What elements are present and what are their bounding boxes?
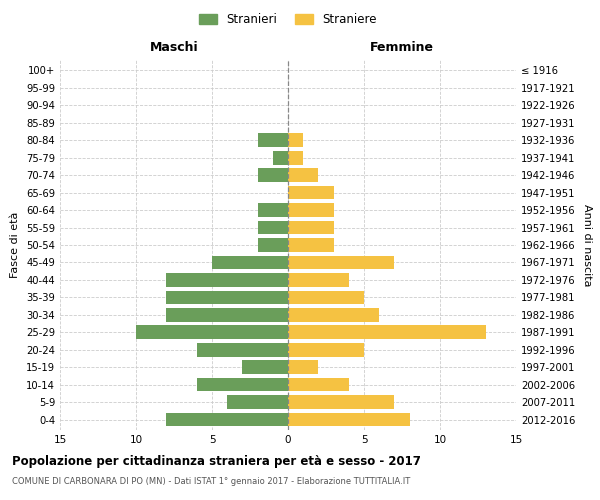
Bar bbox=[288, 290, 364, 304]
Bar bbox=[166, 412, 288, 426]
Bar bbox=[166, 290, 288, 304]
Bar bbox=[288, 412, 410, 426]
Bar bbox=[288, 308, 379, 322]
Bar bbox=[288, 326, 485, 339]
Bar bbox=[288, 168, 319, 182]
Bar bbox=[166, 273, 288, 286]
Bar bbox=[288, 238, 334, 252]
Y-axis label: Fasce di età: Fasce di età bbox=[10, 212, 20, 278]
Y-axis label: Anni di nascita: Anni di nascita bbox=[582, 204, 592, 286]
Text: Femmine: Femmine bbox=[370, 41, 434, 54]
Bar bbox=[288, 220, 334, 234]
Bar bbox=[257, 220, 288, 234]
Bar bbox=[288, 343, 364, 356]
Bar bbox=[197, 378, 288, 392]
Text: Maschi: Maschi bbox=[149, 41, 199, 54]
Bar bbox=[257, 238, 288, 252]
Bar bbox=[288, 273, 349, 286]
Bar bbox=[257, 168, 288, 182]
Bar bbox=[136, 326, 288, 339]
Bar bbox=[288, 360, 319, 374]
Bar bbox=[288, 396, 394, 409]
Bar bbox=[288, 151, 303, 164]
Bar bbox=[257, 204, 288, 217]
Bar bbox=[242, 360, 288, 374]
Bar bbox=[288, 204, 334, 217]
Bar bbox=[166, 308, 288, 322]
Text: Popolazione per cittadinanza straniera per età e sesso - 2017: Popolazione per cittadinanza straniera p… bbox=[12, 455, 421, 468]
Bar bbox=[288, 256, 394, 270]
Text: COMUNE DI CARBONARA DI PO (MN) - Dati ISTAT 1° gennaio 2017 - Elaborazione TUTTI: COMUNE DI CARBONARA DI PO (MN) - Dati IS… bbox=[12, 478, 410, 486]
Bar bbox=[227, 396, 288, 409]
Bar bbox=[288, 378, 349, 392]
Bar bbox=[212, 256, 288, 270]
Legend: Stranieri, Straniere: Stranieri, Straniere bbox=[194, 8, 382, 31]
Bar bbox=[197, 343, 288, 356]
Bar bbox=[257, 134, 288, 147]
Bar bbox=[288, 134, 303, 147]
Bar bbox=[273, 151, 288, 164]
Bar bbox=[288, 186, 334, 200]
